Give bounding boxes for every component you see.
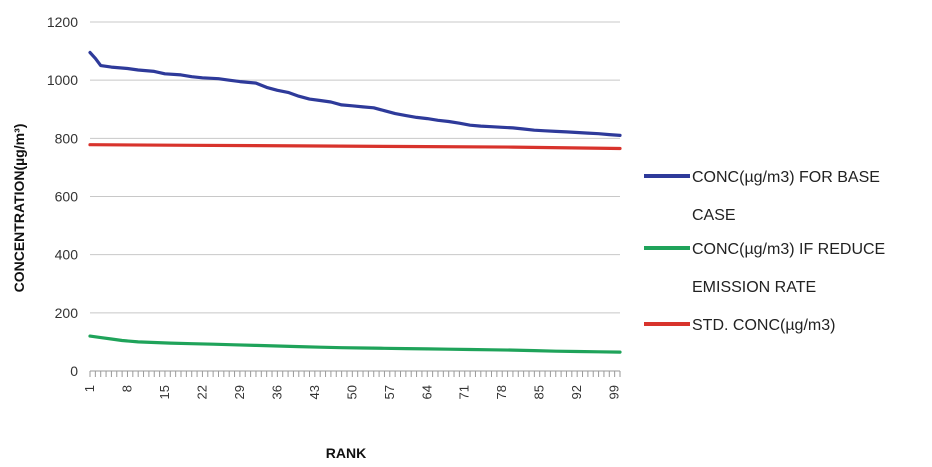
x-tick-label: 99: [607, 385, 622, 399]
x-axis-title: RANK: [326, 445, 366, 461]
x-tick-label: 15: [157, 385, 172, 399]
y-axis: 0 200 400 600 800 1000 1200: [47, 14, 78, 379]
y-tick-label: 0: [70, 363, 78, 379]
legend-label-1: CASE: [692, 207, 736, 224]
x-tick-label: 1: [82, 385, 97, 392]
x-tick-label: 29: [232, 385, 247, 399]
gridlines: [90, 21, 620, 314]
x-tick-label: 50: [344, 385, 359, 399]
legend-label-3: STD. CONC(µg/m3): [692, 317, 835, 334]
legend-label-2: EMISSION RATE: [692, 279, 816, 296]
series-lines: [88, 50, 622, 354]
y-tick-label: 800: [55, 130, 79, 146]
x-axis: 1 8 15 22 29 36 43 50 57 64 71 78 85 92 99: [82, 370, 622, 399]
series-line-2: [88, 334, 622, 354]
x-tick-label: 64: [419, 385, 434, 399]
y-tick-label: 1200: [47, 14, 78, 30]
legend-label-2: CONC(µg/m3) IF REDUCE: [692, 241, 885, 258]
series-line-3: [88, 143, 622, 151]
x-tick-label: 8: [119, 385, 134, 392]
x-tick-label: 85: [532, 385, 547, 399]
x-tick-label: 43: [307, 385, 322, 399]
x-tick-label: 71: [457, 385, 472, 399]
series-line-1: [88, 50, 622, 137]
y-tick-label: 600: [55, 189, 79, 205]
x-tick-label: 92: [569, 385, 584, 399]
x-tick-label: 36: [269, 385, 284, 399]
y-tick-label: 200: [55, 305, 79, 321]
legend-label-1: CONC(µg/m3) FOR BASE: [692, 169, 880, 186]
x-tick-label: 22: [194, 385, 209, 399]
x-tick-label: 57: [382, 385, 397, 399]
x-tick-label: 78: [494, 385, 509, 399]
y-tick-label: 1000: [47, 72, 78, 88]
legend: CONC(µg/m3) FOR BASE CASE CONC(µg/m3) IF R…: [644, 169, 885, 334]
y-tick-label: 400: [55, 247, 79, 263]
y-axis-title: CONCENTRATION(µg/m³): [11, 124, 27, 293]
